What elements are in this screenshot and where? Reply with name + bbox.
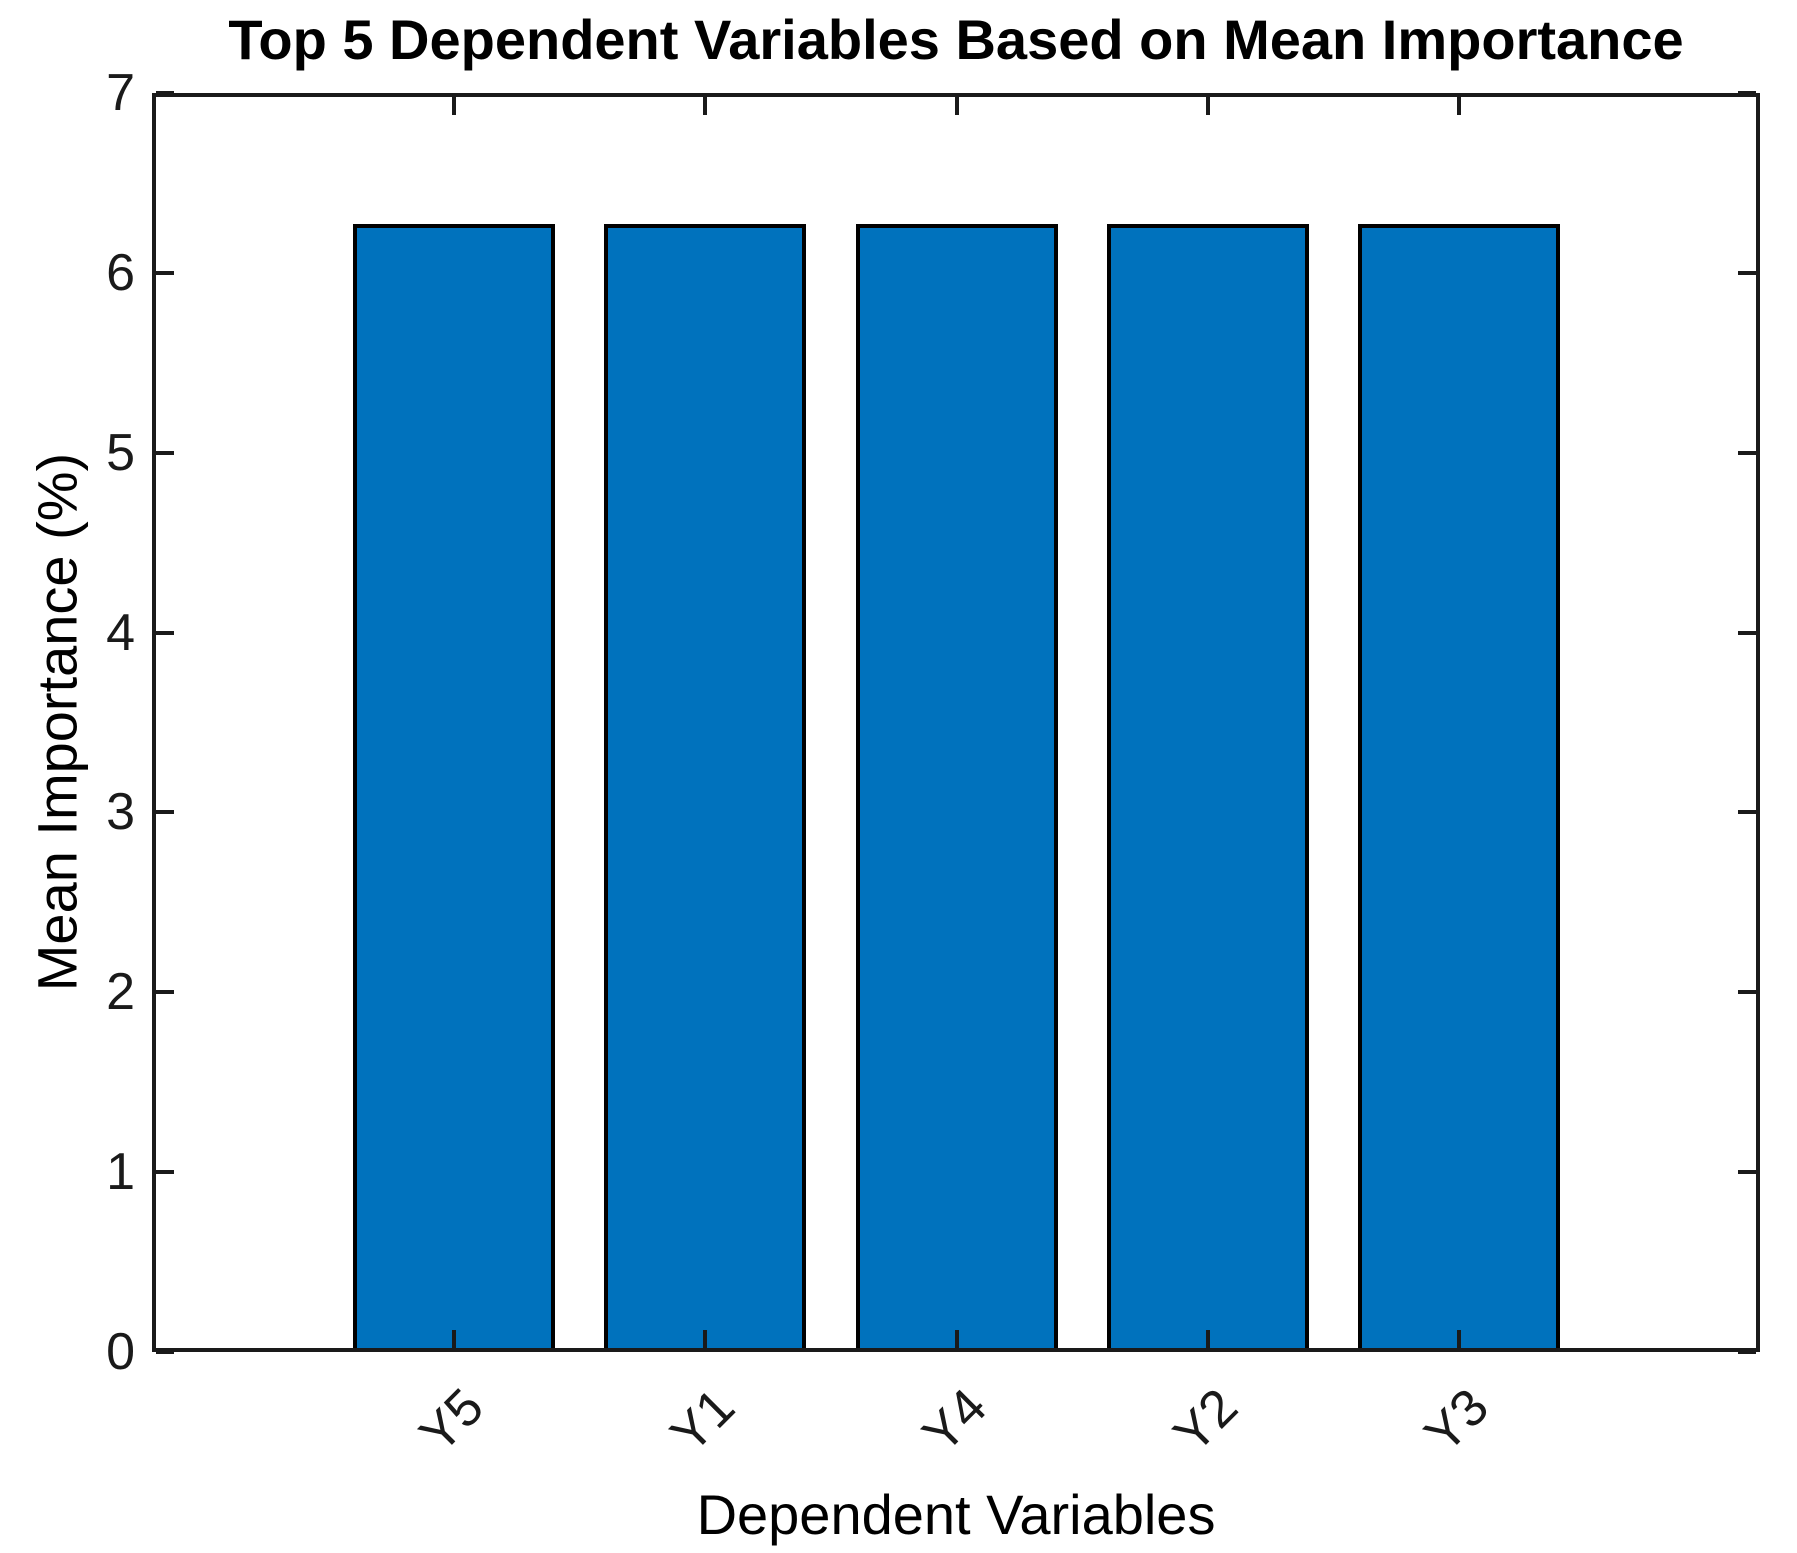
- y-tick-mark-left: [156, 91, 174, 95]
- y-tick-mark-right: [1738, 1350, 1756, 1354]
- x-tick-mark-top: [452, 97, 456, 115]
- x-tick-mark-bottom: [954, 1330, 959, 1348]
- x-tick-mark-top: [703, 97, 708, 115]
- x-tick-label: Y3: [1413, 1377, 1500, 1464]
- x-tick-label: Y2: [1162, 1377, 1249, 1464]
- x-tick-mark-bottom: [703, 1330, 708, 1348]
- y-tick-mark-left: [156, 271, 174, 275]
- x-tick-mark-bottom: [452, 1330, 456, 1348]
- bar-Y5: [353, 224, 555, 1348]
- x-tick-label: Y1: [660, 1377, 747, 1464]
- y-tick-mark-left: [156, 1170, 174, 1174]
- x-axis-label: Dependent Variables: [696, 1483, 1216, 1546]
- y-tick-label: 4: [106, 604, 135, 662]
- y-tick-mark-left: [156, 1350, 174, 1354]
- y-tick-mark-right: [1738, 271, 1756, 275]
- y-tick-mark-left: [156, 810, 174, 814]
- y-tick-mark-right: [1738, 810, 1756, 814]
- y-tick-mark-right: [1738, 451, 1756, 455]
- y-tick-label: 5: [106, 424, 135, 482]
- x-tick-mark-top: [1457, 97, 1461, 115]
- y-tick-mark-right: [1738, 990, 1756, 994]
- y-tick-mark-right: [1738, 631, 1756, 635]
- y-tick-mark-right: [1738, 1170, 1756, 1174]
- y-tick-label: 7: [106, 64, 135, 122]
- y-axis-label: Mean Importance (%): [25, 452, 89, 992]
- y-tick-mark-left: [156, 451, 174, 455]
- x-tick-mark-bottom: [1205, 1330, 1210, 1348]
- y-tick-mark-left: [156, 631, 174, 635]
- y-tick-label: 2: [106, 963, 135, 1021]
- chart-title: Top 5 Dependent Variables Based on Mean …: [228, 8, 1684, 71]
- y-tick-label: 6: [106, 244, 135, 302]
- x-tick-label: Y5: [408, 1377, 495, 1464]
- x-tick-mark-top: [954, 97, 959, 115]
- y-tick-label: 3: [106, 783, 135, 841]
- bar-Y2: [1106, 224, 1309, 1348]
- x-tick-mark-bottom: [1457, 1330, 1461, 1348]
- x-tick-label: Y4: [911, 1377, 998, 1464]
- y-tick-mark-right: [1738, 91, 1756, 95]
- y-tick-mark-left: [156, 990, 174, 994]
- x-tick-mark-top: [1205, 97, 1210, 115]
- y-tick-label: 1: [106, 1143, 135, 1201]
- bar-Y3: [1358, 224, 1560, 1348]
- bar-Y1: [604, 224, 807, 1348]
- y-tick-label: 0: [106, 1323, 135, 1381]
- bar-Y4: [855, 224, 1058, 1348]
